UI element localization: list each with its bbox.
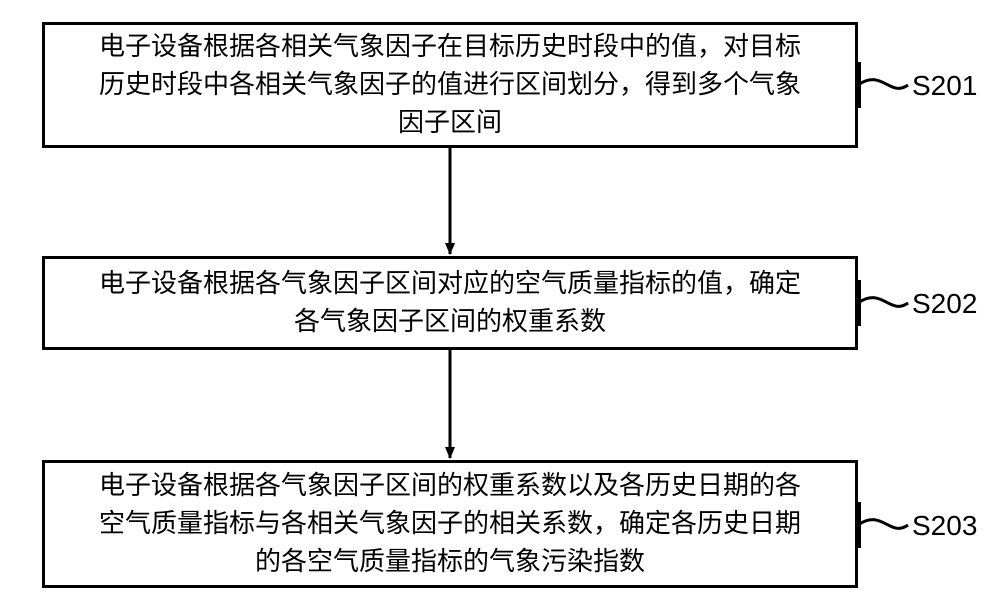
node-text-s203: 电子设备根据各气象因子区间的权重系数以及各历史日期的各 空气质量指标与各相关气象… bbox=[99, 467, 801, 580]
connector-tick-s202 bbox=[858, 280, 861, 326]
flowchart-canvas: 电子设备根据各相关气象因子在目标历史时段中的值，对目标 历史时段中各相关气象因子… bbox=[0, 0, 1000, 611]
step-label-s202: S202 bbox=[912, 288, 977, 320]
connector-tick-s201 bbox=[858, 62, 861, 108]
connector-tick-s203 bbox=[858, 502, 861, 548]
step-label-s201: S201 bbox=[912, 70, 977, 102]
node-text-s202: 电子设备根据各气象因子区间对应的空气质量指标的值，确定 各气象因子区间的权重系数 bbox=[99, 265, 801, 340]
step-label-s203: S203 bbox=[912, 510, 977, 542]
node-text-s201: 电子设备根据各相关气象因子在目标历史时段中的值，对目标 历史时段中各相关气象因子… bbox=[99, 28, 801, 141]
label-connector-s203 bbox=[858, 520, 908, 529]
flowchart-node-s202: 电子设备根据各气象因子区间对应的空气质量指标的值，确定 各气象因子区间的权重系数 bbox=[42, 256, 858, 350]
flowchart-node-s203: 电子设备根据各气象因子区间的权重系数以及各历史日期的各 空气质量指标与各相关气象… bbox=[42, 460, 858, 588]
label-connector-s202 bbox=[858, 298, 908, 307]
label-connector-s201 bbox=[858, 80, 908, 89]
flowchart-node-s201: 电子设备根据各相关气象因子在目标历史时段中的值，对目标 历史时段中各相关气象因子… bbox=[42, 22, 858, 148]
